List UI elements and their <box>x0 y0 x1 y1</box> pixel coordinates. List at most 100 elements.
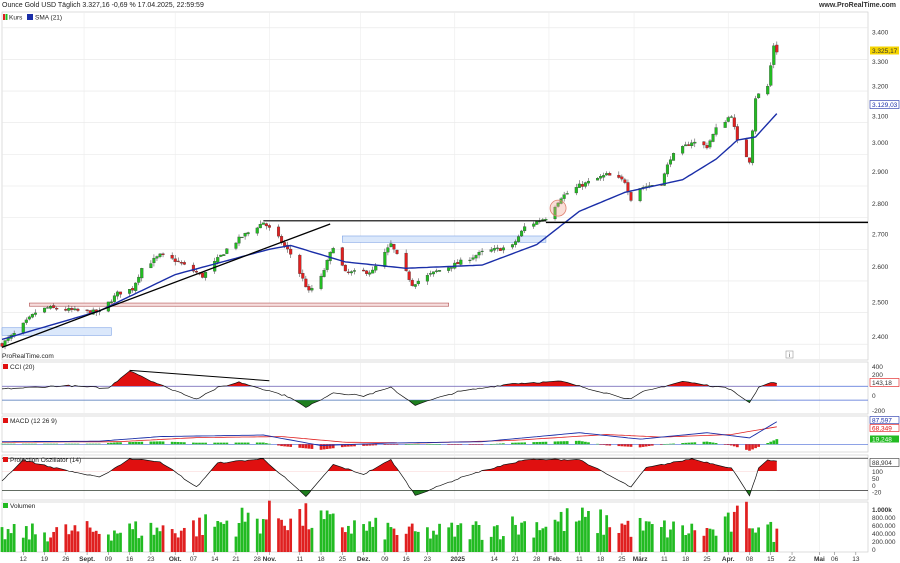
macd-hist-bar <box>237 442 241 445</box>
volume-bar <box>240 507 244 552</box>
macd-hist-bar <box>182 442 186 445</box>
volume-bar <box>286 530 289 552</box>
volume-bar <box>94 530 98 552</box>
volume-bar <box>70 530 74 552</box>
price-tick: 2.600 <box>872 264 889 271</box>
candle-body <box>608 173 612 176</box>
macd-hist-bar <box>438 444 441 445</box>
macd-hist-bar <box>353 444 356 447</box>
macd-hist-bar <box>395 444 399 445</box>
candle <box>276 224 281 239</box>
volume-bar <box>495 525 499 552</box>
candle-body <box>668 159 673 165</box>
legend-macd: MACD (12 26 9) <box>10 418 57 425</box>
candle <box>307 283 311 293</box>
candle-body <box>744 139 748 158</box>
candle <box>514 239 518 248</box>
macd-value-label: 87,597 <box>872 418 892 425</box>
candle <box>474 254 478 262</box>
candle <box>182 260 186 266</box>
macd-hist-bar <box>137 441 141 445</box>
candle <box>267 223 271 231</box>
candle-body <box>134 282 138 291</box>
price-legend: Kurs SMA (21) <box>3 14 62 22</box>
vol-legend: Volumen <box>3 503 36 510</box>
candle-body <box>46 307 50 309</box>
candle-body <box>52 305 56 308</box>
candle-body <box>310 288 314 291</box>
volume-bar <box>46 541 49 552</box>
macd-hist-bar <box>565 441 569 445</box>
candle-body <box>371 269 375 274</box>
candle <box>623 177 627 185</box>
macd-hist-bar <box>456 444 460 445</box>
candle-body <box>520 230 524 237</box>
candle <box>234 242 238 251</box>
macd-hist-bar <box>492 443 496 445</box>
macd-hist-bar <box>711 442 715 445</box>
volume-bar <box>27 539 31 552</box>
x-tick-label: 14 <box>211 556 219 563</box>
volume-bar <box>340 527 344 552</box>
legend-kurs: Kurs <box>9 15 23 22</box>
vol-tick: 800.000 <box>872 515 896 522</box>
x-tick-label: 22 <box>788 556 796 563</box>
vol-tick: 1.000k <box>872 507 892 514</box>
info-icon[interactable]: i <box>785 350 794 359</box>
source-link[interactable]: www.ProRealTime.com <box>818 2 896 9</box>
candle-body <box>577 183 581 188</box>
candle <box>73 306 77 311</box>
candle <box>687 141 691 147</box>
candle <box>668 156 673 168</box>
volume-bar <box>468 539 472 552</box>
macd-hist-bar <box>64 443 68 445</box>
volume-bar <box>523 521 527 552</box>
volume-bar <box>669 529 672 552</box>
candle <box>428 270 432 277</box>
macd-hist-bar <box>3 443 7 445</box>
candle-body <box>383 251 387 267</box>
candle-body <box>49 306 53 309</box>
candle <box>201 271 205 279</box>
x-tick-label: 18 <box>682 556 690 563</box>
macd-hist-bar <box>489 444 493 445</box>
volume-bar <box>182 527 186 552</box>
volume-bar <box>176 537 180 552</box>
candle-body <box>301 273 305 279</box>
hist-value-label: 19,248 <box>872 437 892 444</box>
price-tick: 3.300 <box>872 59 889 66</box>
candle-body <box>617 174 621 178</box>
macd-hist-bar <box>660 444 663 445</box>
macd-hist-bar <box>605 444 609 446</box>
macd-hist-bar <box>350 444 353 447</box>
macd-hist-bar <box>729 444 733 446</box>
macd-hist-bar <box>502 443 505 445</box>
x-tick-label: 16 <box>403 556 411 563</box>
legend-sma: SMA (21) <box>35 15 62 22</box>
candle <box>702 141 706 149</box>
candle-body <box>0 343 4 347</box>
price-axis: 3.400 3.300 3.200 3.100 3.000 2.900 2.80… <box>872 30 889 342</box>
macd-hist-bar <box>85 443 89 445</box>
volume-bar <box>85 521 89 552</box>
cci-tick: 400 <box>872 364 883 371</box>
volume-bar <box>325 510 329 552</box>
volume-bar <box>134 521 138 552</box>
macd-hist-bar <box>24 443 28 445</box>
macd-hist-bar <box>535 442 539 445</box>
candle <box>638 188 642 203</box>
candle <box>134 282 138 293</box>
candle <box>495 244 499 252</box>
candle <box>510 243 515 250</box>
candle <box>684 141 688 147</box>
volume-bar <box>195 536 198 552</box>
candle <box>225 248 229 255</box>
candle-body <box>471 257 475 260</box>
macd-hist-bar <box>386 444 390 445</box>
candle <box>76 307 80 313</box>
macd-hist-bar <box>222 442 226 445</box>
price-tick: 2.500 <box>872 300 889 307</box>
candle <box>191 262 195 274</box>
candle <box>459 257 463 267</box>
macd-hist-bar <box>754 444 757 449</box>
